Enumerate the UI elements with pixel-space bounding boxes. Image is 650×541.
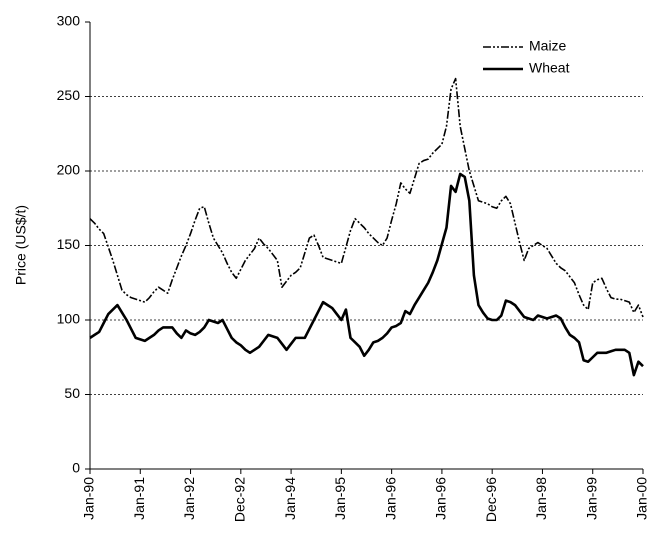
x-tick-label: Jan-96: [382, 477, 398, 520]
x-tick-label: Jan-95: [332, 477, 348, 520]
legend-label: Maize: [529, 38, 567, 54]
y-tick-label: 100: [57, 311, 81, 327]
x-tick-label: Jan-94: [282, 477, 298, 520]
y-tick-label: 300: [57, 13, 81, 29]
y-tick-label: 0: [72, 460, 80, 476]
x-tick-label: Jan-91: [131, 477, 147, 520]
line-series: [89, 172, 644, 377]
y-tick-label: 50: [64, 385, 80, 401]
x-tick-label: Jan-96: [433, 477, 449, 520]
x-tick-label: Jan-99: [583, 477, 599, 520]
x-tick-label: Jan-00: [634, 477, 650, 520]
x-tick-label: Dec-96: [483, 477, 499, 522]
y-tick-label: 200: [57, 162, 81, 178]
x-tick-label: Dec-92: [232, 477, 248, 522]
line-series: [89, 77, 644, 318]
y-tick-label: 150: [57, 236, 81, 252]
x-tick-label: Jan-92: [181, 477, 197, 520]
y-tick-label: 250: [57, 87, 81, 103]
x-tick-label: Jan-98: [533, 477, 549, 520]
x-tick-label: Jan-90: [81, 477, 97, 520]
y-axis-title: Price (US$/t): [13, 205, 29, 285]
legend-label: Wheat: [529, 60, 570, 76]
